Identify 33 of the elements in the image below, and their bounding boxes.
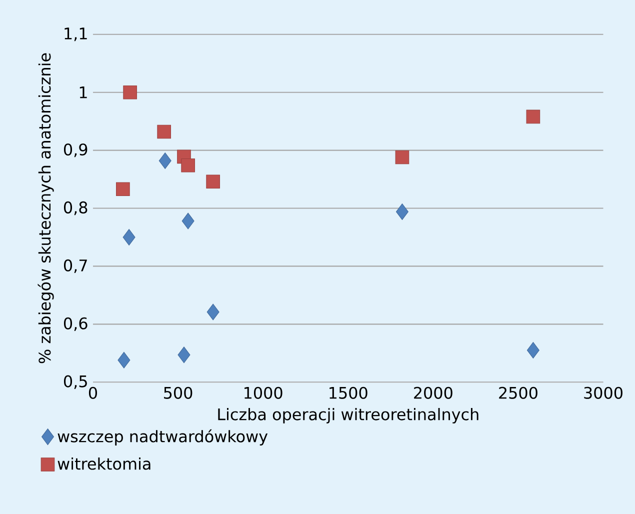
point	[526, 342, 540, 358]
point	[157, 124, 171, 139]
y-tick-label: 0,9	[64, 143, 88, 158]
legend-label: witrektomia	[58, 457, 150, 470]
point	[181, 158, 195, 172]
point	[116, 182, 130, 196]
point	[123, 85, 137, 100]
y-tick-label: 0,8	[64, 201, 88, 216]
legend-label: wszczep nadtwardówkowy	[58, 429, 268, 446]
y-tick-label: 0,7	[64, 259, 87, 274]
x-tick-label: 1500	[330, 386, 368, 399]
x-tick-label: 0	[88, 386, 97, 399]
point	[206, 304, 220, 320]
y-tick-label: 0,5	[64, 375, 87, 389]
point	[178, 346, 190, 364]
point	[526, 110, 540, 124]
y-tick-label: 0,6	[64, 317, 88, 331]
y-tick-label: 1	[80, 86, 87, 98]
point	[206, 174, 220, 188]
point	[158, 152, 172, 169]
y-tick-label: 1,1	[64, 28, 87, 42]
x-tick-label: 2000	[414, 386, 452, 399]
point	[396, 203, 408, 220]
x-tick-label: 3000	[584, 386, 622, 399]
point	[118, 352, 130, 368]
point	[395, 150, 410, 164]
x-tick-label: 2500	[499, 386, 538, 399]
point	[182, 212, 194, 230]
x-tick-label: 1000	[244, 386, 282, 399]
y-axis-title: % zabiegów skutecznych anatomicznie	[38, 53, 54, 364]
point	[122, 228, 136, 246]
x-tick-label: 500	[164, 386, 192, 399]
x-axis-title: Liczba operacji witreoretinalnych	[218, 408, 478, 424]
